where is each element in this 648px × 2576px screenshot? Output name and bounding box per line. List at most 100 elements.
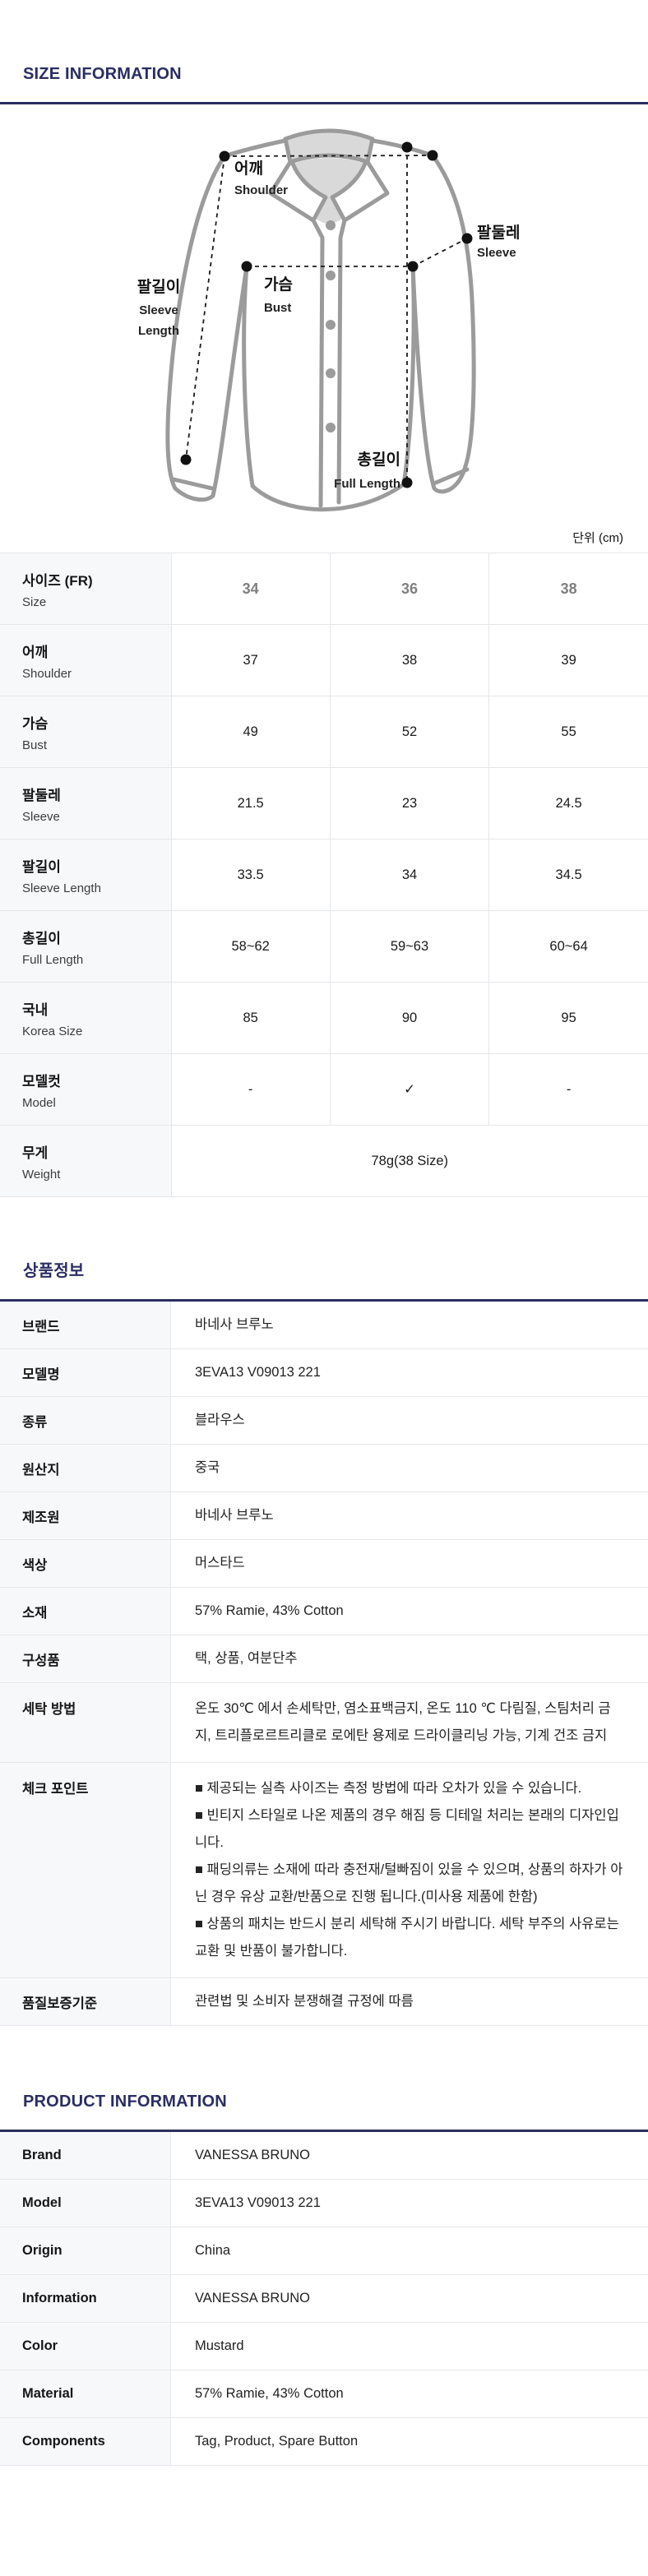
size-value-cell: 24.5 [488, 767, 648, 839]
info-row: Information VANESSA BRUNO [0, 2275, 648, 2323]
row-label-en: Shoulder [22, 666, 72, 681]
info-label: 세탁 방법 [0, 1683, 171, 1762]
size-value-cell: 34 [171, 553, 331, 625]
info-label: Information [0, 2275, 171, 2322]
sleeve-length-label-ko: 팔길이 [137, 278, 180, 296]
size-value-cell: 37 [171, 624, 331, 696]
info-label: Model [0, 2180, 171, 2227]
size-value-cell: 21.5 [171, 767, 331, 839]
size-value-cell: 34 [329, 839, 489, 911]
blouse-measurement-diagram: 어깨 Shoulder 팔둘레 Sleeve 팔길이 Sleeve Length… [0, 114, 648, 525]
row-label-ko: 어깨 [22, 644, 49, 660]
info-value: VANESSA BRUNO [195, 2147, 310, 2162]
info-label: 체크 포인트 [0, 1763, 171, 1977]
row-label-ko: 가슴 [22, 715, 49, 732]
sleeve-label-en: Sleeve [477, 246, 516, 260]
info-label: Components [0, 2418, 171, 2465]
info-label: Origin [0, 2227, 171, 2274]
shoulder-label-en: Shoulder [234, 183, 288, 197]
unit-label: 단위 (cm) [572, 531, 623, 545]
info-row: 모델명 3EVA13 V09013 221 [0, 1349, 648, 1397]
info-value: Tag, Product, Spare Button [195, 2433, 359, 2449]
info-label: 브랜드 [0, 1302, 171, 1348]
size-value-cell: - [171, 1053, 331, 1126]
size-value-cell: 85 [171, 982, 331, 1054]
size-value-cell: 59~63 [329, 910, 489, 983]
row-label-ko: 국내 [22, 1001, 49, 1018]
shoulder-label-ko: 어깨 [234, 160, 263, 178]
info-label: 구성품 [0, 1635, 171, 1682]
info-label: Material [0, 2370, 171, 2417]
size-table-row: 사이즈 (FR) Size 34 36 38 [0, 553, 648, 625]
size-value-cell: 33.5 [171, 839, 331, 911]
size-value-cell: 60~64 [488, 910, 648, 983]
check-point-item: ■ 상품의 패치는 반드시 분리 세탁해 주시기 바랍니다. 세탁 부주의 사유… [195, 1917, 619, 1959]
info-row: Model 3EVA13 V09013 221 [0, 2180, 648, 2227]
size-value-cell: - [488, 1053, 648, 1126]
product-info-ko-title: 상품정보 [23, 1262, 85, 1280]
size-value-cell: 49 [171, 696, 331, 768]
info-row: 원산지 중국 [0, 1445, 648, 1492]
weight-value-cell: 78g(38 Size) [171, 1125, 648, 1197]
info-row: 제조원 바네사 브루노 [0, 1492, 648, 1540]
size-value-cell: 90 [329, 982, 489, 1054]
size-table-row: 총길이 Full Length 58~62 59~63 60~64 [0, 910, 648, 983]
info-value: 바네사 브루노 [195, 1316, 274, 1332]
info-value: Mustard [195, 2338, 244, 2353]
size-value-cell: 23 [329, 767, 489, 839]
row-label-en: Weight [22, 1167, 61, 1182]
size-value-cell: 52 [329, 696, 489, 768]
info-value: 머스타드 [195, 1555, 245, 1570]
sleeve-width-line [412, 238, 468, 267]
size-table-row: 팔둘레 Sleeve 21.5 23 24.5 [0, 767, 648, 839]
size-table-row: 가슴 Bust 49 52 55 [0, 696, 648, 768]
info-label: 소재 [0, 1588, 171, 1635]
size-value-cell: 36 [329, 553, 489, 625]
info-row-check-points: 체크 포인트 ■ 제공되는 실측 사이즈는 측정 방법에 따라 오차가 있을 수… [0, 1763, 648, 1978]
size-value-cell: 38 [488, 553, 648, 625]
row-label-en: Bust [22, 738, 48, 752]
row-label-ko: 총길이 [22, 930, 61, 946]
info-row-wash-method: 세탁 방법 온도 30℃ 에서 손세탁만, 염소표백금지, 온도 110 ℃ 다림… [0, 1683, 648, 1763]
check-point-list: ■ 제공되는 실측 사이즈는 측정 방법에 따라 오차가 있을 수 있습니다. … [171, 1763, 648, 1977]
info-row: Material 57% Ramie, 43% Cotton [0, 2370, 648, 2418]
product-info-ko-table: 브랜드 바네사 브루노 모델명 3EVA13 V09013 221 종류 블라우스 원… [0, 1302, 648, 2026]
size-table-row: 어깨 Shoulder 37 38 39 [0, 624, 648, 696]
info-row: 브랜드 바네사 브루노 [0, 1302, 648, 1349]
size-value-cell: 34.5 [488, 839, 648, 911]
row-label-en: Sleeve [22, 809, 60, 824]
row-label-ko: 사이즈 (FR) [22, 572, 93, 589]
info-row: 소재 57% Ramie, 43% Cotton [0, 1588, 648, 1635]
info-value: 택, 상품, 여분단추 [195, 1650, 298, 1666]
size-table-row: 팔길이 Sleeve Length 33.5 34 34.5 [0, 839, 648, 911]
model-cut-check-cell: ✓ [329, 1053, 489, 1126]
measurement-lines [185, 147, 468, 483]
info-value: 3EVA13 V09013 221 [195, 1364, 321, 1380]
size-value-cell: 55 [488, 696, 648, 768]
row-label-en: Full Length [22, 952, 84, 967]
sleeve-length-label-en2: Length [138, 324, 179, 338]
size-table-row: 모델컷 Model - ✓ - [0, 1053, 648, 1126]
row-label-en: Size [22, 594, 47, 609]
info-value: 57% Ramie, 43% Cotton [195, 1602, 344, 1618]
button-row [326, 220, 336, 432]
size-value-cell: 38 [329, 624, 489, 696]
info-label: Color [0, 2323, 171, 2370]
size-table: 사이즈 (FR) Size 34 36 38 어깨 Shoulder 37 38 3… [0, 553, 648, 1197]
bust-label-en: Bust [264, 301, 291, 315]
full-length-label-en: Full Length [334, 477, 400, 491]
row-label-ko: 팔둘레 [22, 787, 61, 803]
bust-label-ko: 가슴 [264, 275, 293, 294]
sleeve-length-label-en1: Sleeve [139, 303, 178, 317]
info-label: 품질보증기준 [0, 1978, 171, 2025]
title-divider [0, 2130, 648, 2132]
info-value: 블라우스 [195, 1412, 245, 1427]
row-label-en: Sleeve Length [22, 881, 101, 895]
title-divider [0, 1299, 648, 1302]
row-label-ko: 무게 [22, 1145, 49, 1161]
info-label: 색상 [0, 1540, 171, 1587]
row-label-ko: 모델컷 [22, 1073, 61, 1089]
info-value: 관련법 및 소비자 분쟁해결 규정에 따름 [195, 1993, 414, 2009]
check-point-item: ■ 패딩의류는 소재에 따라 충전재/털빠짐이 있을 수 있으며, 상품의 하자… [195, 1862, 623, 1904]
info-value: VANESSA BRUNO [195, 2290, 310, 2305]
